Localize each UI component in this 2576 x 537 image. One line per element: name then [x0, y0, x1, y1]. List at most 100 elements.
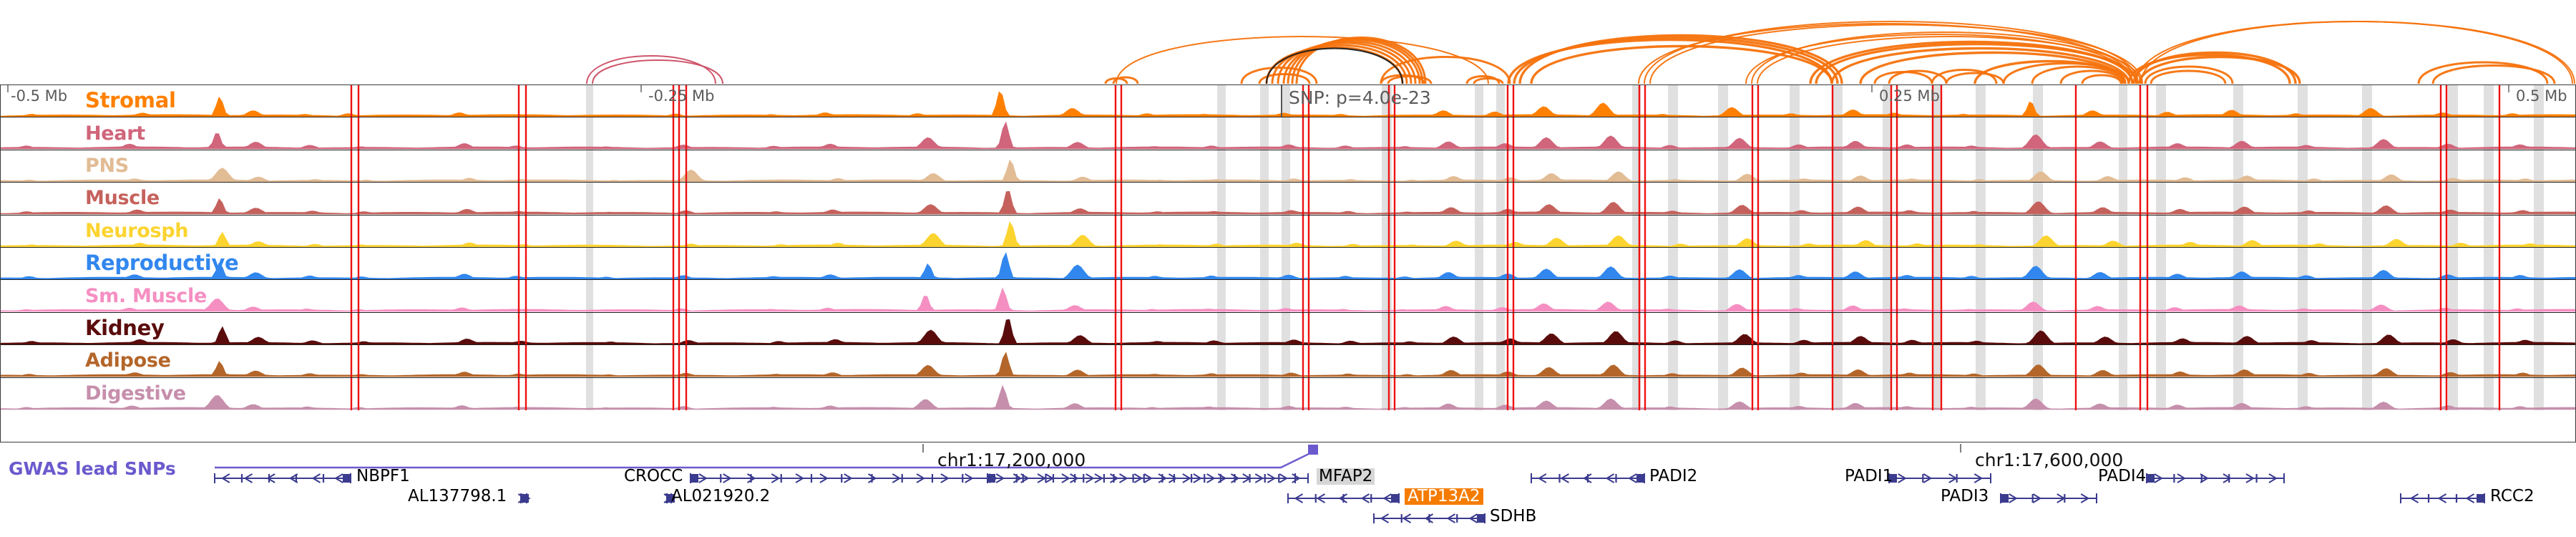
highlight-band: [1668, 247, 1678, 280]
highlight-band: [2298, 85, 2308, 117]
track-signal-svg: [1, 345, 2575, 377]
highlight-band: [586, 117, 593, 150]
gene-model-padi4[interactable]: [2146, 473, 2285, 483]
contact-arc: [1945, 72, 2005, 84]
highlight-band: [1382, 247, 1392, 280]
gene-strand-arrow: [2080, 493, 2090, 503]
gene-label-crocc[interactable]: CROCC: [624, 467, 683, 485]
gene-model-rcc2[interactable]: [2400, 493, 2485, 503]
gene-strand-arrow: [940, 473, 950, 483]
gene-label-padi2[interactable]: PADI2: [1649, 467, 1698, 485]
highlight-band: [2362, 117, 2372, 150]
highlight-band: [1475, 247, 1483, 280]
gene-label-atp13a2[interactable]: ATP13A2: [1405, 488, 1483, 505]
highlight-band: [1933, 247, 1941, 280]
highlight-band: [1833, 150, 1843, 183]
highlight-band: [1475, 377, 1483, 410]
gene-model-padi3[interactable]: [2000, 493, 2097, 503]
track-row-heart[interactable]: Heart: [1, 117, 2575, 150]
highlight-band: [2298, 247, 2308, 280]
track-row-stromal[interactable]: -0.5 Mb -0.25 Mb 0.25 Mb 0.5 Mb SNP: p=4.0e-…: [1, 85, 2575, 118]
track-row-kidney[interactable]: Kidney: [1, 312, 2575, 346]
track-row-reproductive[interactable]: Reproductive: [1, 247, 2575, 281]
track-row-sm-muscle[interactable]: Sm. Muscle: [1, 280, 2575, 313]
contact-arc: [1295, 37, 1427, 84]
highlight-band: [586, 183, 593, 215]
highlight-band: [1668, 117, 1678, 150]
contact-arc: [2127, 53, 2291, 84]
highlight-band: [2156, 150, 2166, 183]
track-signal-svg: [1, 312, 2575, 345]
gene-label-padi1[interactable]: PADI1: [1845, 467, 1893, 485]
contact-arc: [1240, 67, 1318, 84]
gene-tss-block: [1889, 474, 1897, 483]
gene-strand-arrow: [819, 473, 829, 483]
gene-strand-arrow: [1193, 473, 1202, 483]
track-row-muscle[interactable]: Muscle: [1, 183, 2575, 216]
highlight-band: [1790, 85, 1800, 117]
track-row-neurosph[interactable]: Neurosph: [1, 215, 2575, 248]
gene-label-al021920-2[interactable]: AL021920.2: [671, 487, 771, 505]
gene-label-rcc2[interactable]: RCC2: [2490, 487, 2534, 505]
highlight-band: [1833, 183, 1843, 215]
highlight-band: [1976, 150, 1986, 183]
highlight-band: [1217, 247, 1226, 280]
highlight-band: [1933, 312, 1941, 345]
gene-strand-arrow: [1446, 513, 1456, 523]
gene-model-mfap2[interactable]: [987, 473, 1309, 483]
signal-area: [1, 221, 2575, 247]
highlight-band: [2119, 215, 2127, 247]
gene-label-padi4[interactable]: PADI4: [2098, 467, 2147, 485]
gene-model-atp13a2[interactable]: [1287, 493, 1400, 503]
highlight-band: [1833, 312, 1843, 345]
gwas-lead-snp-connector[interactable]: [215, 450, 1314, 469]
highlight-band: [2484, 280, 2494, 312]
track-label-pns: PNS: [85, 154, 129, 177]
highlight-band: [2534, 312, 2544, 345]
gene-label-padi3[interactable]: PADI3: [1941, 487, 1989, 505]
gene-model-nbpf1[interactable]: [214, 473, 351, 483]
highlight-band: [1883, 215, 1891, 247]
gene-model-al137798-1[interactable]: [517, 493, 531, 503]
contact-arc: [1888, 69, 1948, 84]
highlight-band: [2484, 117, 2494, 150]
highlight-band: [2119, 117, 2127, 150]
gene-model-sdhb[interactable]: [1373, 513, 1485, 523]
highlight-band: [2233, 345, 2243, 377]
track-signal-svg: [1, 150, 2575, 183]
contact-arc: [1507, 38, 1833, 84]
highlight-band: [1790, 247, 1800, 280]
gene-label-mfap2[interactable]: MFAP2: [1317, 468, 1375, 485]
track-row-adipose[interactable]: Adipose: [1, 345, 2575, 378]
track-row-digestive[interactable]: Digestive: [1, 377, 2575, 410]
axis-tick-label: -0.25 Mb: [648, 87, 715, 105]
gene-strand-arrow: [2465, 493, 2475, 503]
gene-label-sdhb[interactable]: SDHB: [1490, 507, 1537, 526]
contact-arc: [2144, 65, 2234, 84]
highlight-band: [1382, 377, 1392, 410]
gene-model-padi2[interactable]: [1531, 473, 1645, 483]
gwas-lead-snp-marker[interactable]: [1308, 445, 1318, 455]
highlight-band: [2448, 85, 2458, 117]
highlight-band: [1260, 150, 1269, 183]
gene-strand-arrow: [1070, 473, 1079, 483]
highlight-band: [1217, 215, 1226, 247]
gene-strand-arrow: [522, 493, 531, 503]
highlight-band: [1883, 183, 1891, 215]
highlight-band: [1496, 247, 1505, 280]
gene-strand-arrow: [1242, 473, 1252, 483]
highlight-band: [1260, 377, 1269, 410]
highlight-band: [2448, 215, 2458, 247]
highlight-band: [1382, 150, 1392, 183]
gene-label-al137798-1[interactable]: AL137798.1: [408, 487, 507, 505]
highlight-band: [1933, 377, 1941, 410]
gene-model-al021920-2[interactable]: [663, 493, 675, 503]
highlight-band: [1668, 377, 1678, 410]
gene-model-padi1[interactable]: [1888, 473, 1991, 483]
highlight-band: [1790, 150, 1800, 183]
highlight-band: [586, 377, 593, 410]
highlight-band: [1496, 117, 1505, 150]
gene-label-nbpf1[interactable]: NBPF1: [356, 467, 410, 485]
highlight-band: [1496, 280, 1505, 312]
track-row-pns[interactable]: PNS: [1, 150, 2575, 183]
